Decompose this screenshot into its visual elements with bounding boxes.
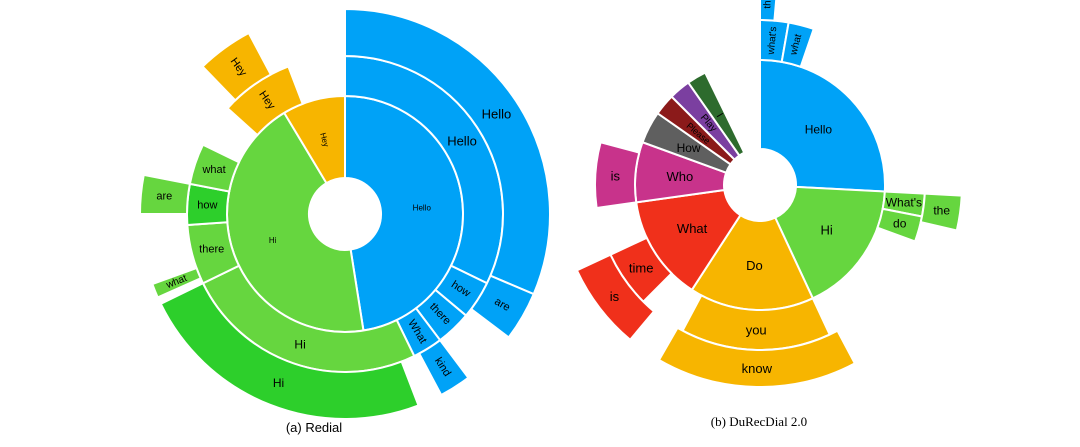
- segment-label-is: is: [610, 289, 620, 304]
- segment-label-what: what: [788, 33, 804, 57]
- segment-label-what-s: What's: [886, 196, 922, 210]
- segment-are-ring3: [138, 173, 192, 215]
- segment-label-hi: Hi: [294, 338, 305, 352]
- segment-i-ring1: [686, 71, 746, 157]
- segment-the-ring3: [759, 0, 778, 22]
- segment-label-how: How: [677, 141, 701, 155]
- segment-do-ring2: [876, 207, 924, 243]
- segment-label-who: Who: [667, 169, 694, 184]
- segment-label-are: are: [156, 191, 172, 203]
- segment-label-is: is: [611, 169, 621, 184]
- segment-label-you: you: [746, 323, 767, 338]
- segment-label-hello: Hello: [413, 204, 432, 213]
- segment-label-hello: Hello: [805, 123, 833, 137]
- caption-durecdial: (b) DuRecDial 2.0: [711, 414, 807, 429]
- segment-what-ring3: [151, 266, 202, 299]
- segment-label-how: how: [197, 200, 217, 212]
- segment-the-ring3: [919, 192, 963, 232]
- segment-know-ring3: [657, 326, 857, 388]
- segment-hello-ring1: [759, 58, 886, 193]
- segment-label-know: know: [742, 361, 773, 376]
- segment-what-ring2: [188, 143, 241, 193]
- segment-are-ring3: [469, 274, 536, 339]
- segment-label-the: the: [762, 0, 774, 9]
- segment-label-there: there: [199, 244, 224, 256]
- segment-what-ring2: [780, 21, 815, 69]
- segment-label-hello: Hello: [447, 133, 477, 148]
- segment-kind-ring3: [417, 338, 470, 397]
- segment-label-hey: Hey: [318, 132, 330, 148]
- segment-label-what: What: [677, 221, 708, 236]
- segment-label-hi: Hi: [821, 223, 833, 238]
- segment-label-hi: Hi: [269, 236, 277, 245]
- segment-hi-ring3: [159, 281, 420, 420]
- segment-label-hello: Hello: [482, 106, 512, 121]
- segment-is-ring2: [594, 141, 641, 210]
- segment-label-what: what: [201, 164, 225, 176]
- segment-label-hi: Hi: [273, 376, 284, 390]
- segment-label-the: the: [933, 204, 950, 218]
- segment-label-do: do: [893, 217, 907, 231]
- segment-hey-ring3: [201, 31, 273, 102]
- segment-is-ring3: [575, 253, 656, 342]
- segment-label-what-s: what's: [766, 26, 779, 56]
- caption-redial: (a) Redial: [286, 420, 342, 435]
- segment-label-time: time: [629, 261, 654, 276]
- segment-label-i: I: [714, 112, 725, 120]
- segment-label-do: Do: [746, 258, 763, 273]
